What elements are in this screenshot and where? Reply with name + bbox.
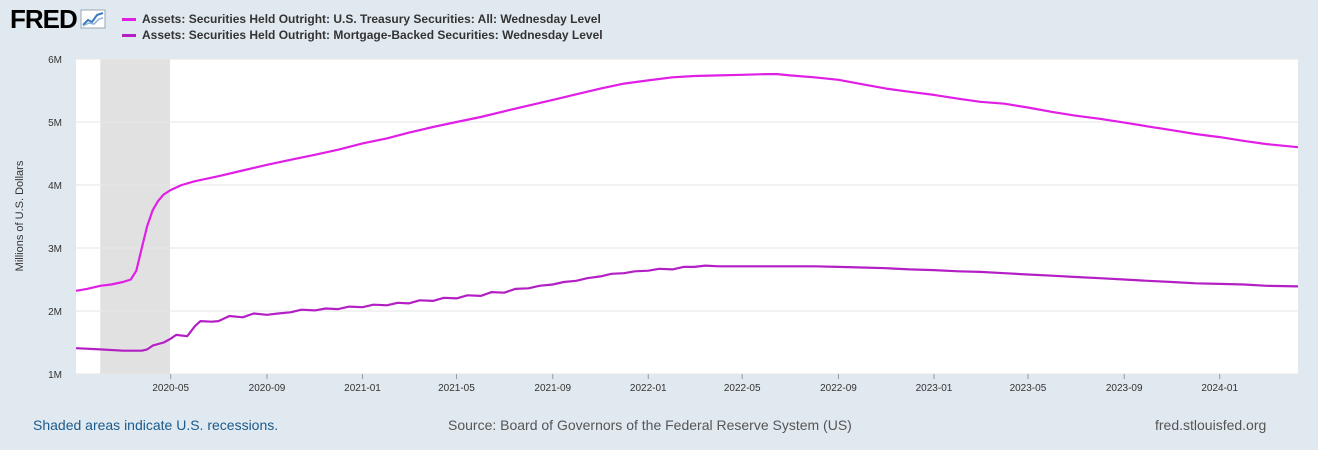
recession-note: Shaded areas indicate U.S. recessions. bbox=[33, 417, 279, 433]
x-tick-label: 2022-09 bbox=[820, 383, 857, 394]
legend-label-treasury: Assets: Securities Held Outright: U.S. T… bbox=[142, 12, 601, 26]
line-chart-icon bbox=[80, 9, 106, 29]
fred-logo-text: FRED bbox=[10, 4, 78, 34]
plot-area bbox=[76, 59, 1298, 374]
fred-logo[interactable]: FRED bbox=[10, 6, 106, 32]
x-tick-label: 2022-05 bbox=[724, 383, 761, 394]
y-tick-label: 5M bbox=[48, 118, 62, 129]
y-tick-label: 2M bbox=[48, 307, 62, 318]
source-note: Source: Board of Governors of the Federa… bbox=[448, 417, 852, 433]
chart[interactable]: 1M 2M 3M 4M 5M 6M 2020-05 2020-09 2021-01 2021-0… bbox=[0, 0, 1318, 410]
x-tick-label: 2021-09 bbox=[534, 383, 571, 394]
x-tick-label: 2021-05 bbox=[438, 383, 475, 394]
x-tick-label: 2023-09 bbox=[1106, 383, 1143, 394]
x-tick-label: 2020-05 bbox=[152, 383, 189, 394]
series-line-0[interactable] bbox=[75, 72, 1299, 292]
x-tick-label: 2024-01 bbox=[1201, 383, 1238, 394]
y-tick-label: 1M bbox=[48, 370, 62, 381]
series-layer bbox=[75, 72, 1299, 352]
grid-layer bbox=[76, 58, 1298, 375]
y-axis-label: Millions of U.S. Dollars bbox=[14, 160, 26, 271]
legend-label-mbs: Assets: Securities Held Outright: Mortga… bbox=[142, 28, 603, 42]
x-tick-label: 2021-01 bbox=[344, 383, 381, 394]
site-link[interactable]: fred.stlouisfed.org bbox=[1155, 417, 1267, 433]
x-axis: 2020-05 2020-09 2021-01 2021-05 2021-09 2022-… bbox=[152, 374, 1239, 394]
recession-layer bbox=[100, 59, 170, 374]
y-tick-label: 3M bbox=[48, 244, 62, 255]
x-tick-label: 2022-01 bbox=[630, 383, 667, 394]
y-tick-label: 4M bbox=[48, 181, 62, 192]
recession-shade-0 bbox=[100, 59, 170, 374]
x-tick-label: 2023-01 bbox=[916, 383, 953, 394]
series-line-1[interactable] bbox=[75, 264, 1299, 352]
legend-item-mbs[interactable]: Assets: Securities Held Outright: Mortga… bbox=[122, 28, 603, 42]
y-tick-label: 6M bbox=[48, 55, 62, 66]
x-tick-label: 2020-09 bbox=[249, 383, 286, 394]
legend-swatch-mbs bbox=[122, 33, 136, 37]
x-tick-label: 2023-05 bbox=[1010, 383, 1047, 394]
legend-item-treasury[interactable]: Assets: Securities Held Outright: U.S. T… bbox=[122, 12, 601, 26]
y-axis: 1M 2M 3M 4M 5M 6M bbox=[48, 55, 62, 381]
legend-swatch-treasury bbox=[122, 17, 136, 21]
